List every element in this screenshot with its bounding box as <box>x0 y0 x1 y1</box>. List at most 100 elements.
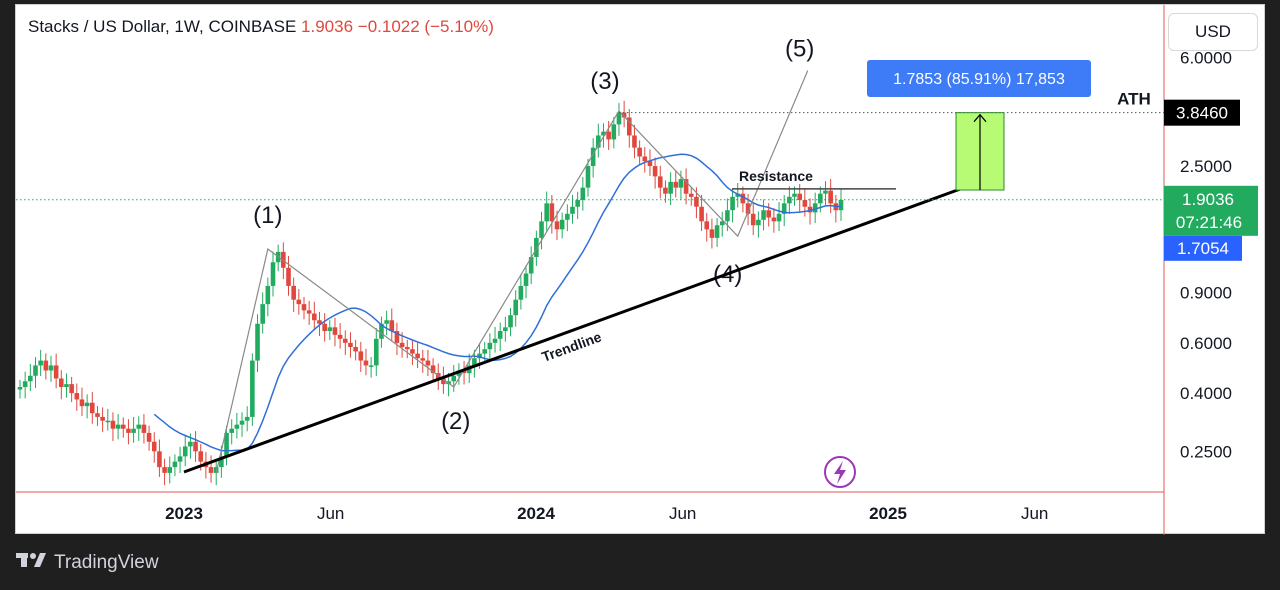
measure-callout <box>867 60 1091 97</box>
candle <box>373 338 379 366</box>
x-tick-label: Jun <box>669 504 696 523</box>
candle <box>503 327 508 332</box>
candle <box>632 135 637 148</box>
candle <box>549 203 555 222</box>
candle <box>64 384 69 388</box>
candle <box>348 342 353 348</box>
candle <box>652 166 658 177</box>
candle <box>492 338 498 343</box>
candle <box>353 347 358 352</box>
candle <box>229 428 235 433</box>
candle <box>126 428 131 433</box>
brand-name: TradingView <box>54 552 159 573</box>
candle <box>611 124 617 140</box>
candle <box>699 206 704 222</box>
candle <box>33 365 38 376</box>
candle <box>291 285 296 300</box>
lightning-bolt <box>834 461 846 484</box>
candle <box>358 351 364 361</box>
candle <box>828 190 833 204</box>
candle <box>766 210 772 218</box>
candle <box>657 176 663 188</box>
candle <box>781 203 787 214</box>
candle <box>312 313 317 321</box>
candle <box>265 285 271 305</box>
candle <box>244 416 250 421</box>
candle <box>368 365 374 367</box>
ma-tag-label: 1.7054 <box>1177 239 1229 258</box>
candle <box>188 441 193 447</box>
tradingview-logo-icon <box>16 552 46 574</box>
candle <box>162 467 167 473</box>
y-tick-label: 0.4000 <box>1180 384 1232 403</box>
candle <box>838 199 844 211</box>
candle <box>120 424 126 429</box>
x-tick-label: 2025 <box>869 504 907 523</box>
candle <box>559 219 565 230</box>
candle <box>193 441 198 452</box>
candle <box>399 342 405 348</box>
candle <box>415 353 420 359</box>
candle <box>53 365 59 379</box>
candle <box>384 320 389 324</box>
price-change: −0.1022 (−5.10%) <box>357 17 494 36</box>
wave-path <box>215 70 809 474</box>
candle <box>616 112 622 125</box>
candles <box>17 100 844 486</box>
candle <box>234 424 240 429</box>
candle <box>472 358 477 366</box>
candle <box>513 299 518 316</box>
countdown-label: 07:21:46 <box>1176 213 1242 232</box>
ath-tag-label: 3.8460 <box>1176 104 1228 123</box>
candle <box>523 273 529 286</box>
candle <box>585 166 591 188</box>
candle <box>255 323 260 361</box>
candle <box>389 320 395 332</box>
candle <box>38 360 43 366</box>
candle <box>219 456 224 468</box>
candle <box>115 424 121 429</box>
candle <box>322 323 327 332</box>
candle <box>482 349 488 354</box>
candle <box>317 320 322 324</box>
candle <box>430 365 436 374</box>
candle <box>136 424 142 429</box>
candle <box>79 399 85 407</box>
target-arrow-head <box>973 113 987 123</box>
measure-label: 1.7853 (85.91%) 17,853 <box>893 71 1065 88</box>
candle <box>410 349 415 354</box>
chart-panel[interactable]: (1)(2)(3)(4)(5)TrendlineResistanceATH1.7… <box>15 4 1266 535</box>
candle <box>22 381 28 388</box>
y-tick-label: 6.0000 <box>1180 49 1232 68</box>
candle <box>580 187 586 201</box>
candle <box>518 285 524 300</box>
candle <box>110 420 116 429</box>
candle <box>74 393 80 400</box>
candle <box>807 206 813 213</box>
candle <box>198 451 204 462</box>
candle <box>301 304 307 311</box>
candle <box>802 200 808 207</box>
candle <box>534 237 539 257</box>
candle <box>379 323 384 339</box>
candle <box>683 179 689 194</box>
ma-tag <box>1164 235 1242 261</box>
y-tick-label: 2.5000 <box>1180 157 1232 176</box>
candle <box>626 117 632 136</box>
price-tags: 3.8460 1.9036 07:21:46 1.7054 <box>1164 99 1258 261</box>
symbol-title: Stacks / US Dollar, 1W, COINBASE <box>28 17 297 36</box>
y-tick-label: 0.6000 <box>1180 334 1232 353</box>
last-price: 1.9036 <box>301 17 354 36</box>
resistance-label: Resistance <box>739 168 813 184</box>
price-chart[interactable]: (1)(2)(3)(4)(5)TrendlineResistanceATH1.7… <box>16 5 1266 535</box>
candle <box>688 193 694 197</box>
trendline <box>183 186 964 474</box>
candle <box>477 353 482 359</box>
candle <box>539 221 544 238</box>
candle <box>575 200 580 207</box>
candle <box>343 338 348 343</box>
wave-label: (1) <box>253 202 282 229</box>
candle <box>756 219 761 226</box>
currency-button[interactable]: USD <box>1168 13 1258 51</box>
candle <box>270 262 276 286</box>
